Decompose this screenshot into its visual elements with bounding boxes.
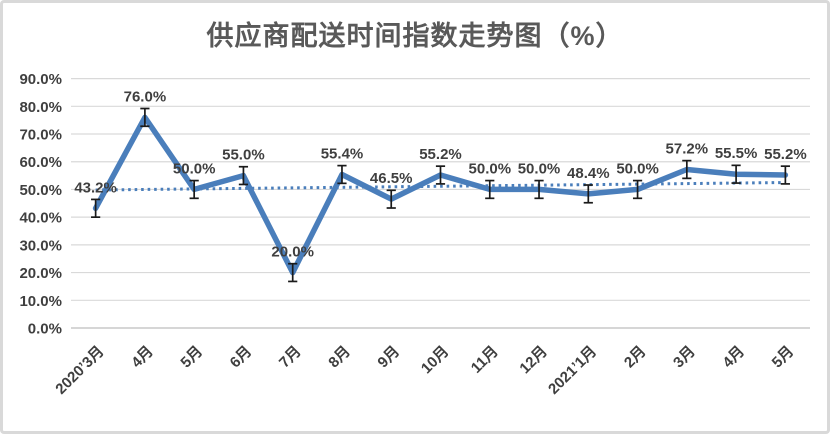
error-bar [140,107,150,128]
data-label: 48.4% [567,165,610,182]
data-label: 50.0% [616,160,659,177]
error-bar [189,179,199,200]
x-tick-label: 8月 [325,343,354,372]
x-tick-label: 5月 [178,343,207,372]
x-tick-label: 7月 [276,343,305,372]
x-tick-label: 10月 [418,343,452,377]
chart-title: 供应商配送时间指数走势图（%） [206,21,624,51]
data-label: 46.5% [370,170,413,187]
error-bar [682,159,692,180]
x-tick-label: 3月 [670,343,699,372]
data-label: 55.2% [764,146,807,163]
y-tick-label: 20.0% [19,265,62,282]
y-tick-label: 0.0% [28,321,62,338]
data-label: 55.4% [321,146,364,163]
data-label: 55.0% [222,147,265,164]
data-label: 20.0% [271,244,314,261]
error-bar [731,164,741,184]
error-bar [632,179,643,200]
y-tick-label: 90.0% [19,71,62,88]
error-bar [435,165,446,185]
error-bar [91,198,101,219]
x-tick-label: 9月 [375,343,404,372]
data-label: 76.0% [124,88,167,105]
y-tick-label: 70.0% [19,127,62,144]
y-tick-label: 10.0% [19,293,62,310]
data-label: 50.0% [173,160,216,177]
data-label: 55.5% [715,145,758,162]
error-bar [288,262,298,283]
y-tick-label: 40.0% [19,210,62,227]
x-tick-label: 5月 [769,343,798,372]
data-label: 57.2% [666,141,709,158]
x-tick-label: 2021’1月 [545,343,600,398]
x-tick-label: 2020’3月 [52,343,107,398]
error-bar [534,179,544,200]
error-bar [386,189,396,209]
y-tick-label: 30.0% [19,237,62,254]
y-tick-label: 60.0% [19,154,62,171]
data-label: 50.0% [518,160,561,177]
y-tick-label: 50.0% [19,182,62,199]
error-bar [780,165,790,185]
error-bar [337,164,347,185]
data-label: 43.2% [74,179,117,196]
y-tick-label: 80.0% [19,99,62,116]
error-bar [238,165,249,186]
x-tick-label: 11月 [468,343,502,377]
x-tick-label: 2月 [621,343,650,372]
trendline-dotted [95,181,786,192]
x-tick-label: 12月 [516,343,550,377]
error-bar [583,184,593,204]
error-bar [485,179,495,200]
x-tick-label: 6月 [227,343,256,372]
x-tick-label: 4月 [128,343,157,372]
chart-canvas: 0.0% 10.0% 20.0% 30.0% 40.0% 50.0% 60.0% 70.0% 8… [19,71,810,398]
x-tick-label: 4月 [719,343,748,372]
data-label: 55.2% [419,146,462,163]
data-label: 50.0% [469,160,512,177]
